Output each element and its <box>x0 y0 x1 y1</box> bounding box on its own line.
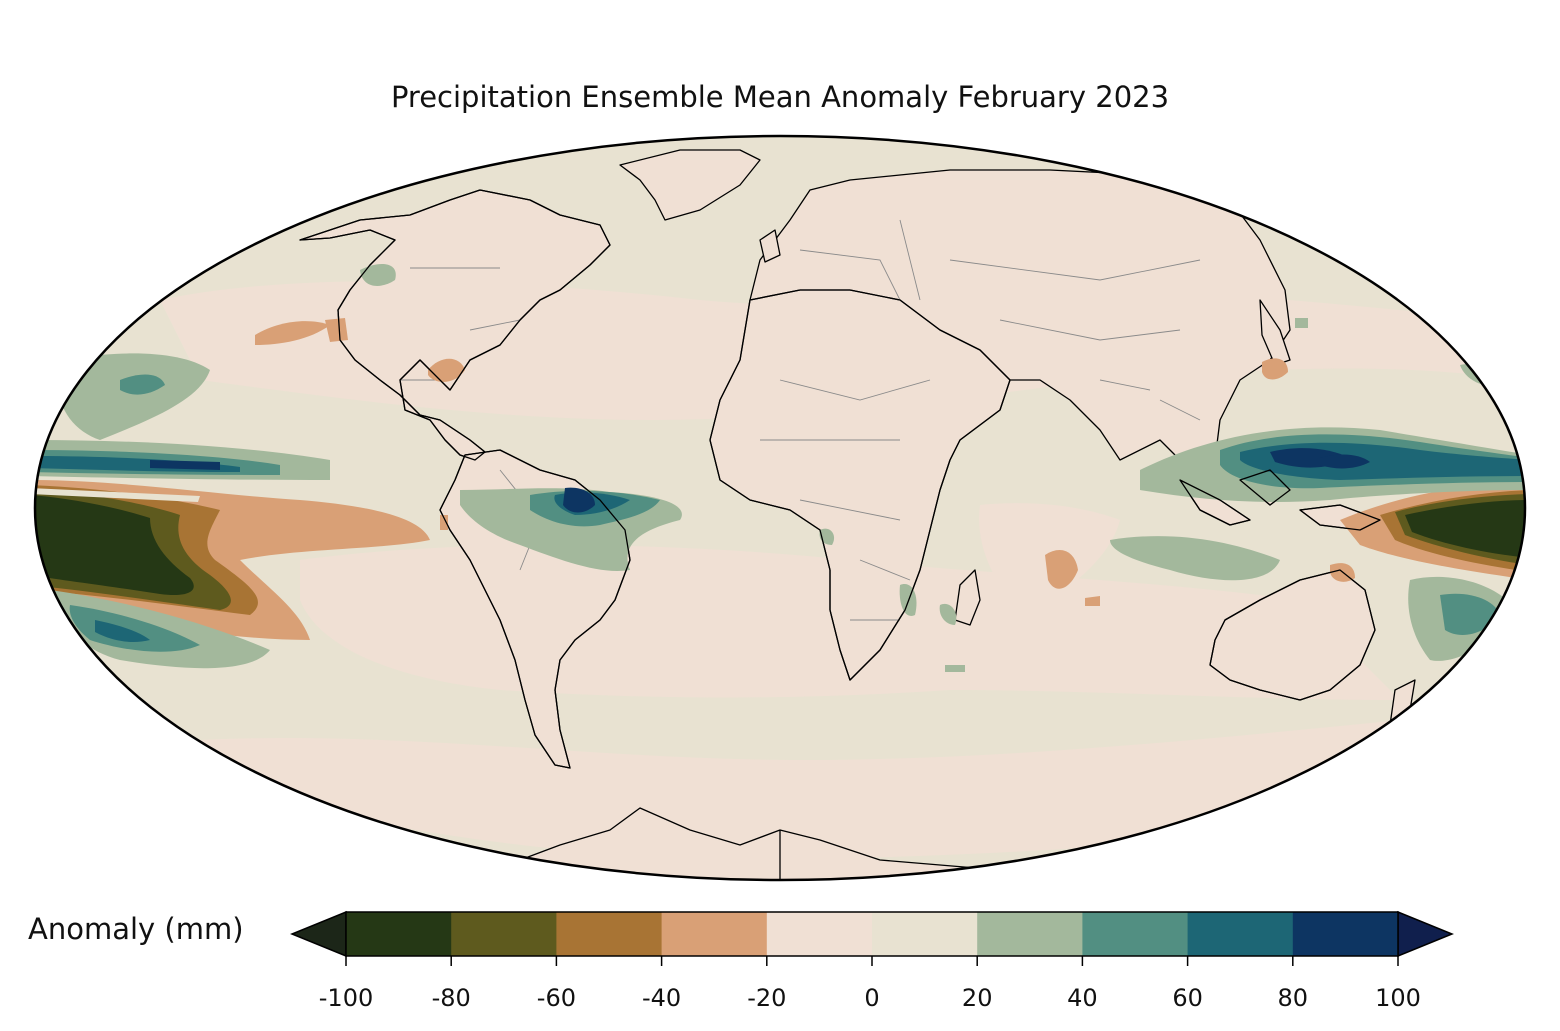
colorbar-tick-label: -20 <box>747 984 786 1012</box>
colorbar-bin <box>1187 912 1294 956</box>
colorbar-tick-label: -40 <box>642 984 681 1012</box>
colorbar-bin <box>1292 912 1399 956</box>
anomaly-pacific-wet <box>35 353 330 669</box>
uk <box>759 229 781 263</box>
greenland <box>619 149 761 221</box>
colorbar-bin <box>1082 912 1189 956</box>
colorbar-bin <box>872 912 978 956</box>
colorbar-tick-label: -60 <box>537 984 576 1012</box>
colorbar-bin <box>346 912 452 956</box>
colorbar: -100 -80 -60 -40 -20 0 20 40 60 80 100 <box>290 910 1454 1012</box>
colorbar-tick-label: 40 <box>1067 984 1098 1012</box>
anomaly-pacific-dry <box>35 480 430 640</box>
colorbar-bin <box>451 912 557 956</box>
colorbar-extend-over <box>1397 910 1454 958</box>
colorbar-label: Anomaly (mm) <box>28 912 244 946</box>
globe-outline <box>33 134 1527 882</box>
anomaly-amazon-wet <box>460 487 682 571</box>
colorbar-tick-label: 0 <box>864 984 879 1012</box>
colorbar-tick-label: 100 <box>1375 984 1421 1012</box>
coastlines <box>299 189 1381 880</box>
colorbar-tick-label: 60 <box>1172 984 1203 1012</box>
map-title: Precipitation Ensemble Mean Anomaly Febr… <box>390 80 1170 114</box>
colorbar-bin <box>661 912 768 956</box>
colorbar-bin <box>556 912 663 956</box>
colorbar-tick-label: 20 <box>962 984 993 1012</box>
anomaly-west-pacific-dry <box>1340 480 1525 580</box>
globe-mollweide <box>35 136 1525 880</box>
colorbar-tick-label: -100 <box>319 984 373 1012</box>
colorbar-extend-under <box>290 910 347 958</box>
colorbar-tick-label: -80 <box>432 984 471 1012</box>
colorbar-bin <box>977 912 1083 956</box>
colorbar-tick-label: 80 <box>1278 984 1309 1012</box>
colorbar-bin <box>766 912 873 956</box>
